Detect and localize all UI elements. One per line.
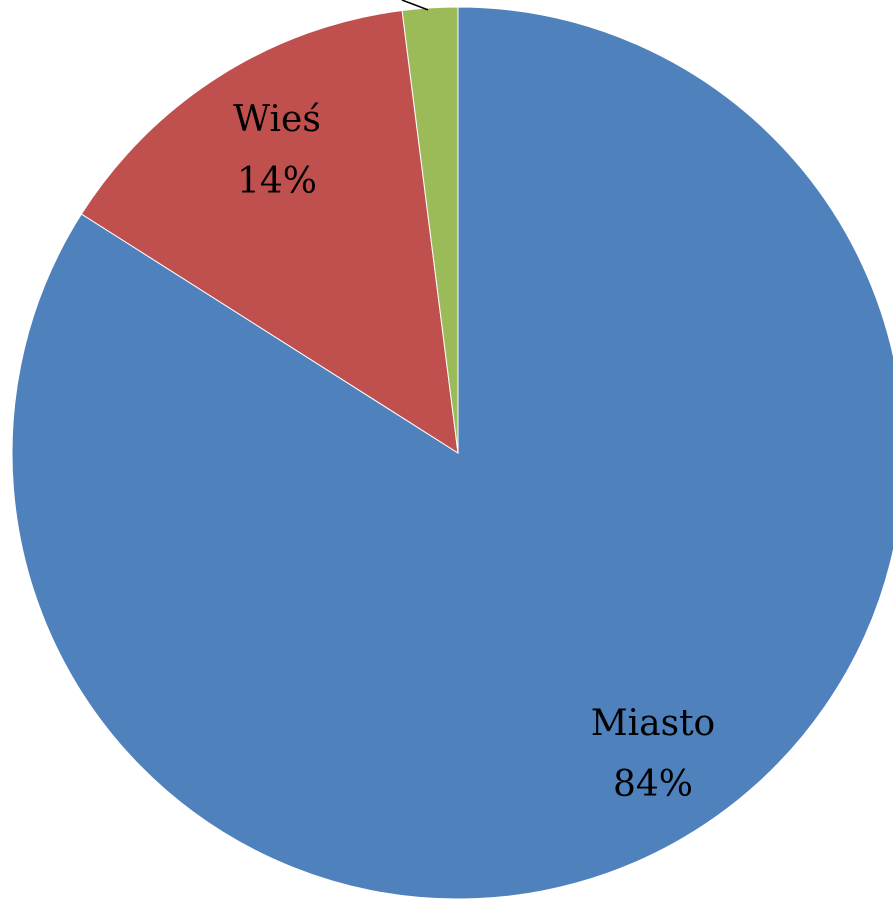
slice-value-miasto: 84% (613, 764, 693, 805)
slice-labels: Miasto 84% Wieś 14% (233, 99, 715, 805)
leader-line (401, 0, 429, 11)
slice-value-wies: 14% (237, 161, 317, 202)
slice-label-miasto: Miasto (591, 703, 715, 744)
pie-slice-miasto (11, 6, 893, 900)
slice-label-wies: Wieś (233, 99, 321, 140)
pie-slices (11, 6, 893, 900)
pie-slice-wie (80, 9, 459, 454)
pie-slice-other (401, 6, 459, 454)
